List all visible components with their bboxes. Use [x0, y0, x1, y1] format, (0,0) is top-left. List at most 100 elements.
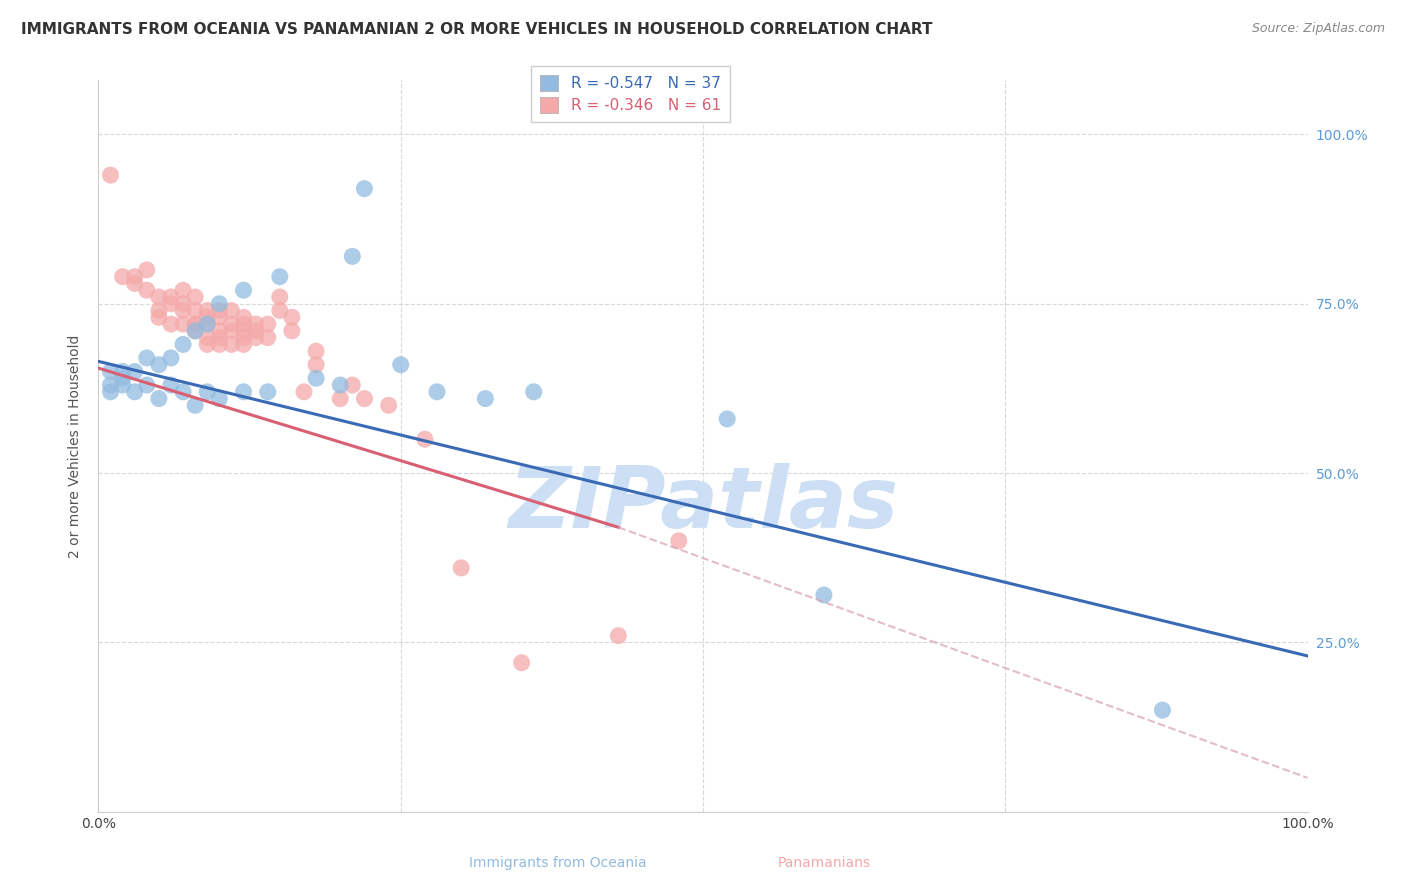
Point: [111, 269, 134, 284]
Point: [221, 324, 243, 338]
Point: [208, 297, 231, 311]
Point: [195, 337, 218, 351]
Point: [245, 324, 267, 338]
Point: [135, 378, 157, 392]
Point: [172, 283, 194, 297]
Point: [195, 317, 218, 331]
Point: [148, 290, 170, 304]
Point: [232, 324, 254, 338]
Point: [208, 331, 231, 345]
Point: [232, 310, 254, 325]
Point: [208, 310, 231, 325]
Point: [1152, 703, 1174, 717]
Point: [292, 384, 315, 399]
Point: [148, 358, 170, 372]
Point: [232, 283, 254, 297]
Text: Immigrants from Oceania: Immigrants from Oceania: [470, 855, 647, 870]
Point: [124, 269, 146, 284]
Point: [124, 277, 146, 291]
Point: [510, 656, 533, 670]
Point: [124, 364, 146, 378]
Point: [184, 303, 207, 318]
Point: [135, 263, 157, 277]
Point: [245, 331, 267, 345]
Point: [413, 432, 436, 446]
Point: [160, 317, 183, 331]
Point: [342, 378, 364, 392]
Point: [232, 337, 254, 351]
Point: [232, 317, 254, 331]
Point: [100, 364, 122, 378]
Point: [342, 249, 364, 263]
Point: [184, 324, 207, 338]
Point: [195, 331, 218, 345]
Point: [221, 303, 243, 318]
Point: [172, 303, 194, 318]
Point: [172, 317, 194, 331]
Point: [281, 310, 304, 325]
Point: [305, 371, 328, 385]
Point: [269, 290, 291, 304]
Point: [111, 364, 134, 378]
Point: [160, 378, 183, 392]
Point: [305, 358, 328, 372]
Point: [208, 392, 231, 406]
Point: [160, 351, 183, 365]
Point: [111, 378, 134, 392]
Point: [607, 629, 630, 643]
Point: [172, 337, 194, 351]
Y-axis label: 2 or more Vehicles in Household: 2 or more Vehicles in Household: [69, 334, 83, 558]
Text: Panamanians: Panamanians: [778, 855, 870, 870]
Point: [184, 324, 207, 338]
Point: [450, 561, 472, 575]
Point: [389, 358, 412, 372]
Point: [148, 392, 170, 406]
Point: [256, 331, 278, 345]
Point: [148, 303, 170, 318]
Text: Source: ZipAtlas.com: Source: ZipAtlas.com: [1251, 22, 1385, 36]
Point: [148, 310, 170, 325]
Point: [305, 344, 328, 359]
Point: [232, 384, 254, 399]
Point: [184, 290, 207, 304]
Point: [353, 392, 375, 406]
Point: [523, 384, 546, 399]
Point: [426, 384, 449, 399]
Point: [184, 398, 207, 412]
Point: [195, 310, 218, 325]
Point: [813, 588, 835, 602]
Point: [221, 337, 243, 351]
Point: [377, 398, 399, 412]
Point: [111, 371, 134, 385]
Point: [208, 303, 231, 318]
Point: [329, 392, 352, 406]
Point: [208, 337, 231, 351]
Legend: R = -0.547   N = 37, R = -0.346   N = 61: R = -0.547 N = 37, R = -0.346 N = 61: [531, 66, 730, 122]
Point: [172, 297, 194, 311]
Point: [184, 317, 207, 331]
Point: [668, 533, 690, 548]
Text: ZIPatlas: ZIPatlas: [508, 463, 898, 546]
Point: [221, 317, 243, 331]
Point: [160, 290, 183, 304]
Point: [195, 317, 218, 331]
Point: [208, 324, 231, 338]
Point: [195, 303, 218, 318]
Point: [135, 351, 157, 365]
Point: [195, 384, 218, 399]
Point: [245, 317, 267, 331]
Point: [232, 331, 254, 345]
Point: [353, 181, 375, 195]
Point: [160, 297, 183, 311]
Point: [172, 384, 194, 399]
Point: [256, 384, 278, 399]
Point: [329, 378, 352, 392]
Point: [100, 168, 122, 182]
Point: [281, 324, 304, 338]
Text: IMMIGRANTS FROM OCEANIA VS PANAMANIAN 2 OR MORE VEHICLES IN HOUSEHOLD CORRELATIO: IMMIGRANTS FROM OCEANIA VS PANAMANIAN 2 …: [21, 22, 932, 37]
Point: [269, 269, 291, 284]
Point: [135, 283, 157, 297]
Point: [474, 392, 496, 406]
Point: [184, 317, 207, 331]
Point: [716, 412, 738, 426]
